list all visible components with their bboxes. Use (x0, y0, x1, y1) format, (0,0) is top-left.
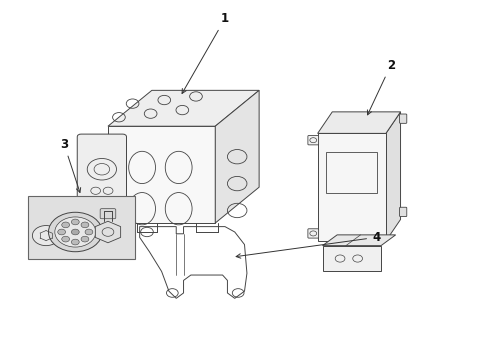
Circle shape (81, 222, 89, 228)
Polygon shape (108, 90, 259, 126)
Circle shape (71, 229, 79, 235)
Polygon shape (108, 126, 215, 223)
Circle shape (85, 229, 93, 235)
Circle shape (81, 236, 89, 242)
Polygon shape (385, 112, 400, 241)
Circle shape (61, 222, 69, 228)
Polygon shape (215, 90, 259, 223)
FancyBboxPatch shape (100, 209, 116, 219)
FancyBboxPatch shape (27, 196, 135, 259)
Circle shape (61, 236, 69, 242)
Polygon shape (317, 134, 385, 241)
Circle shape (58, 229, 65, 235)
Text: 1: 1 (182, 12, 228, 94)
Text: 4: 4 (236, 231, 380, 258)
Circle shape (71, 239, 79, 245)
Circle shape (48, 212, 102, 252)
Polygon shape (95, 221, 121, 243)
FancyBboxPatch shape (399, 114, 406, 123)
FancyBboxPatch shape (307, 229, 318, 238)
Circle shape (32, 226, 60, 246)
Text: 2: 2 (366, 59, 394, 115)
Text: 3: 3 (60, 138, 81, 193)
Circle shape (55, 217, 96, 247)
FancyBboxPatch shape (77, 134, 126, 212)
FancyBboxPatch shape (307, 135, 318, 145)
Polygon shape (317, 112, 400, 134)
Polygon shape (322, 246, 380, 271)
FancyBboxPatch shape (399, 207, 406, 217)
Polygon shape (322, 235, 395, 246)
Circle shape (71, 219, 79, 225)
